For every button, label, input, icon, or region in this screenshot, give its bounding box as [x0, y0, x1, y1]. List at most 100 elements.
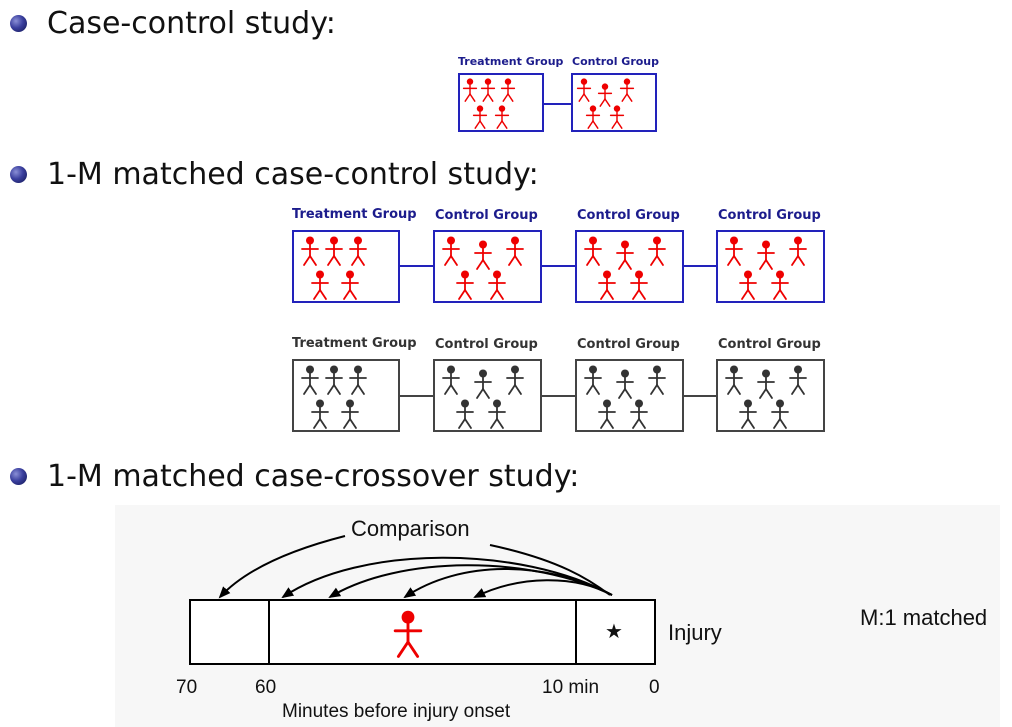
person-icon: [597, 270, 617, 300]
small-control-box: [571, 73, 657, 132]
person-icon: [340, 399, 360, 429]
bullet-dot-icon: [10, 468, 27, 485]
person-icon: [462, 78, 478, 102]
person-icon: [738, 270, 758, 300]
person-icon: [724, 236, 744, 266]
person-icon: [756, 369, 776, 399]
injury-label: Injury: [668, 620, 722, 645]
bullet-text: Case-control study:: [47, 6, 336, 41]
person-icon: [724, 365, 744, 395]
person-icon: [615, 369, 635, 399]
row2-connector: [542, 395, 575, 397]
arrow: [473, 579, 613, 598]
person-icon: [647, 365, 667, 395]
person-icon: [441, 365, 461, 395]
row2-control-box-1: [433, 359, 542, 432]
person-icon: [597, 83, 613, 107]
row1-label-control-2: Control Group: [577, 208, 680, 223]
person-icon: [597, 399, 617, 429]
row2-connector: [400, 395, 433, 397]
person-icon: [300, 365, 320, 395]
tick-label-60: 60: [255, 677, 277, 698]
person-icon: [310, 399, 330, 429]
arrow: [218, 535, 346, 599]
row2-label-control-1: Control Group: [435, 337, 538, 352]
person-icon: [788, 365, 808, 395]
row2-control-box-2: [575, 359, 684, 432]
person-icon: [324, 365, 344, 395]
star-icon: ★: [605, 621, 623, 643]
small-connector: [544, 103, 571, 105]
row2-treatment-box: [292, 359, 400, 432]
row2-label-control-3: Control Group: [718, 337, 821, 352]
person-icon: [629, 270, 649, 300]
bullet-case-control: Case-control study:: [10, 6, 336, 41]
person-icon: [583, 365, 603, 395]
small-treatment-label: Treatment Group: [458, 55, 564, 68]
tick-label-10min: 10 min: [542, 677, 600, 698]
arrow: [328, 564, 613, 599]
tick-label-70: 70: [176, 677, 198, 698]
person-icon: [340, 270, 360, 300]
axis-title: Minutes before injury onset: [282, 701, 511, 722]
bullet-dot-icon: [10, 15, 27, 32]
comparison-label: Comparison: [351, 516, 470, 541]
row1-label-control-3: Control Group: [718, 208, 821, 223]
person-icon: [441, 236, 461, 266]
row2-label-treatment: Treatment Group: [292, 336, 417, 351]
small-treatment-box: [458, 73, 544, 132]
person-icon: [585, 105, 601, 129]
person-icon: [310, 270, 330, 300]
person-icon: [480, 78, 496, 102]
person-icon: [738, 399, 758, 429]
bullet-text: 1-M matched case-control study:: [47, 157, 539, 192]
person-icon: [576, 78, 592, 102]
person-icon: [348, 365, 368, 395]
person-icon: [770, 270, 790, 300]
person-icon: [487, 399, 507, 429]
person-icon: [455, 270, 475, 300]
person-icon: [473, 240, 493, 270]
person-icon: [788, 236, 808, 266]
tick-label-0: 0: [649, 677, 660, 698]
person-icon: [472, 105, 488, 129]
person-icon: [770, 399, 790, 429]
row1-treatment-box: [292, 230, 400, 303]
person-icon: [647, 236, 667, 266]
person-icon: [500, 78, 516, 102]
person-icon: [609, 105, 625, 129]
person-icon: [324, 236, 344, 266]
row2-control-box-3: [716, 359, 825, 432]
row2-label-control-2: Control Group: [577, 337, 680, 352]
person-icon: [505, 365, 525, 395]
person-icon: [348, 236, 368, 266]
row1-control-box-1: [433, 230, 542, 303]
row2-connector: [684, 395, 716, 397]
person-icon: [487, 270, 507, 300]
row1-label-control-1: Control Group: [435, 208, 538, 223]
bullet-text: 1-M matched case-crossover study:: [47, 459, 580, 494]
row1-connector: [400, 265, 433, 267]
person-icon: [619, 78, 635, 102]
person-icon: [494, 105, 510, 129]
bullet-dot-icon: [10, 166, 27, 183]
small-control-label: Control Group: [572, 55, 660, 68]
bullet-matched-case-control: 1-M matched case-control study:: [10, 157, 539, 192]
person-icon: [455, 399, 475, 429]
person-icon: [629, 399, 649, 429]
person-icon: [756, 240, 776, 270]
arrow: [403, 568, 613, 599]
case-person-icon: [392, 610, 424, 658]
person-icon: [300, 236, 320, 266]
side-note: M:1 matched: [860, 605, 988, 630]
person-icon: [473, 369, 493, 399]
row1-connector: [684, 265, 716, 267]
row1-control-box-2: [575, 230, 684, 303]
row1-label-treatment: Treatment Group: [292, 207, 417, 222]
timeline-box: [189, 599, 656, 665]
bullet-case-crossover: 1-M matched case-crossover study:: [10, 459, 579, 494]
row1-connector: [542, 265, 575, 267]
person-icon: [505, 236, 525, 266]
row1-control-box-3: [716, 230, 825, 303]
